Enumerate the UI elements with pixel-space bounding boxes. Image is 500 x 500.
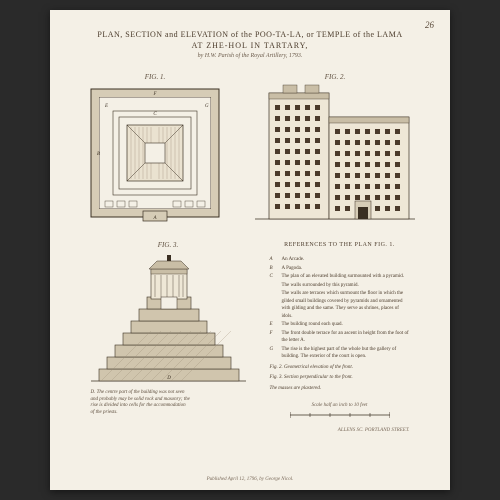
references-heading: REFERENCES TO THE PLAN FIG. 1. — [270, 241, 410, 250]
engraving-plate: 26 PLAN, SECTION and ELEVATION of the PO… — [50, 10, 450, 490]
section-svg: D — [91, 251, 246, 386]
svg-text:B: B — [97, 152, 100, 157]
svg-text:D: D — [166, 376, 171, 381]
ref-fig3: Fig. 3. Section perpendicular to the fro… — [270, 374, 410, 382]
ref-item: The walls surrounded by this pyramid. — [270, 282, 410, 290]
ref-item: FThe front double terrace for an ascent … — [270, 330, 410, 345]
svg-text:G: G — [205, 104, 209, 109]
svg-text:C: C — [153, 112, 157, 117]
figure-1-plan: FIG. 1. — [85, 73, 225, 223]
row-bottom: FIG. 3. — [74, 241, 426, 435]
figure-2-elevation: FIG. 2. — [255, 73, 415, 223]
scale-caption-top: Scale half an inch to 10 feet — [270, 402, 410, 410]
fig3-label: FIG. 3. — [91, 241, 246, 249]
fig2-label: FIG. 2. — [255, 73, 415, 81]
plan-svg: F E G C B A — [85, 83, 225, 223]
references-block: REFERENCES TO THE PLAN FIG. 1. AAn Arcad… — [270, 241, 410, 435]
engraver-credit: ALLENS SC. PORTLAND STREET. — [270, 427, 410, 435]
ref-item: The walls are terraces which surmount th… — [270, 290, 410, 320]
ref-item: AAn Arcade. — [270, 256, 410, 264]
ref-item: GThe rise is the highest part of the who… — [270, 346, 410, 361]
references-list: AAn Arcade. BA Pagoda. CThe plan of an e… — [270, 256, 410, 361]
scale-bar-icon — [290, 412, 390, 418]
ref-cut: The masses are plastered. — [270, 385, 410, 393]
imprint: Published April 12, 1796, by George Nico… — [50, 477, 450, 482]
title-line1: PLAN, SECTION and ELEVATION of the POO-T… — [74, 30, 426, 39]
title-line2: AT ZHE-HOL IN TARTARY, — [74, 41, 426, 50]
title-credit: by H.W. Parish of the Royal Artillery, 1… — [74, 53, 426, 59]
ref-item: EThe building round each quad. — [270, 321, 410, 329]
ref-item: BA Pagoda. — [270, 265, 410, 273]
ref-item: CThe plan of an elevated building surmou… — [270, 273, 410, 281]
figure-3-section: FIG. 3. — [91, 241, 246, 416]
row-top: FIG. 1. — [74, 73, 426, 223]
scale-block: Scale half an inch to 10 feet — [270, 402, 410, 421]
elevation-svg — [255, 83, 415, 223]
page-number: 26 — [425, 20, 434, 30]
title-block: PLAN, SECTION and ELEVATION of the POO-T… — [74, 30, 426, 59]
fig1-label: FIG. 1. — [85, 73, 225, 81]
ref-fig2: Fig. 2. Geometrical elevation of the fro… — [270, 364, 410, 372]
svg-text:E: E — [104, 104, 108, 109]
note-d: D. The centre part of the building was n… — [91, 390, 191, 416]
